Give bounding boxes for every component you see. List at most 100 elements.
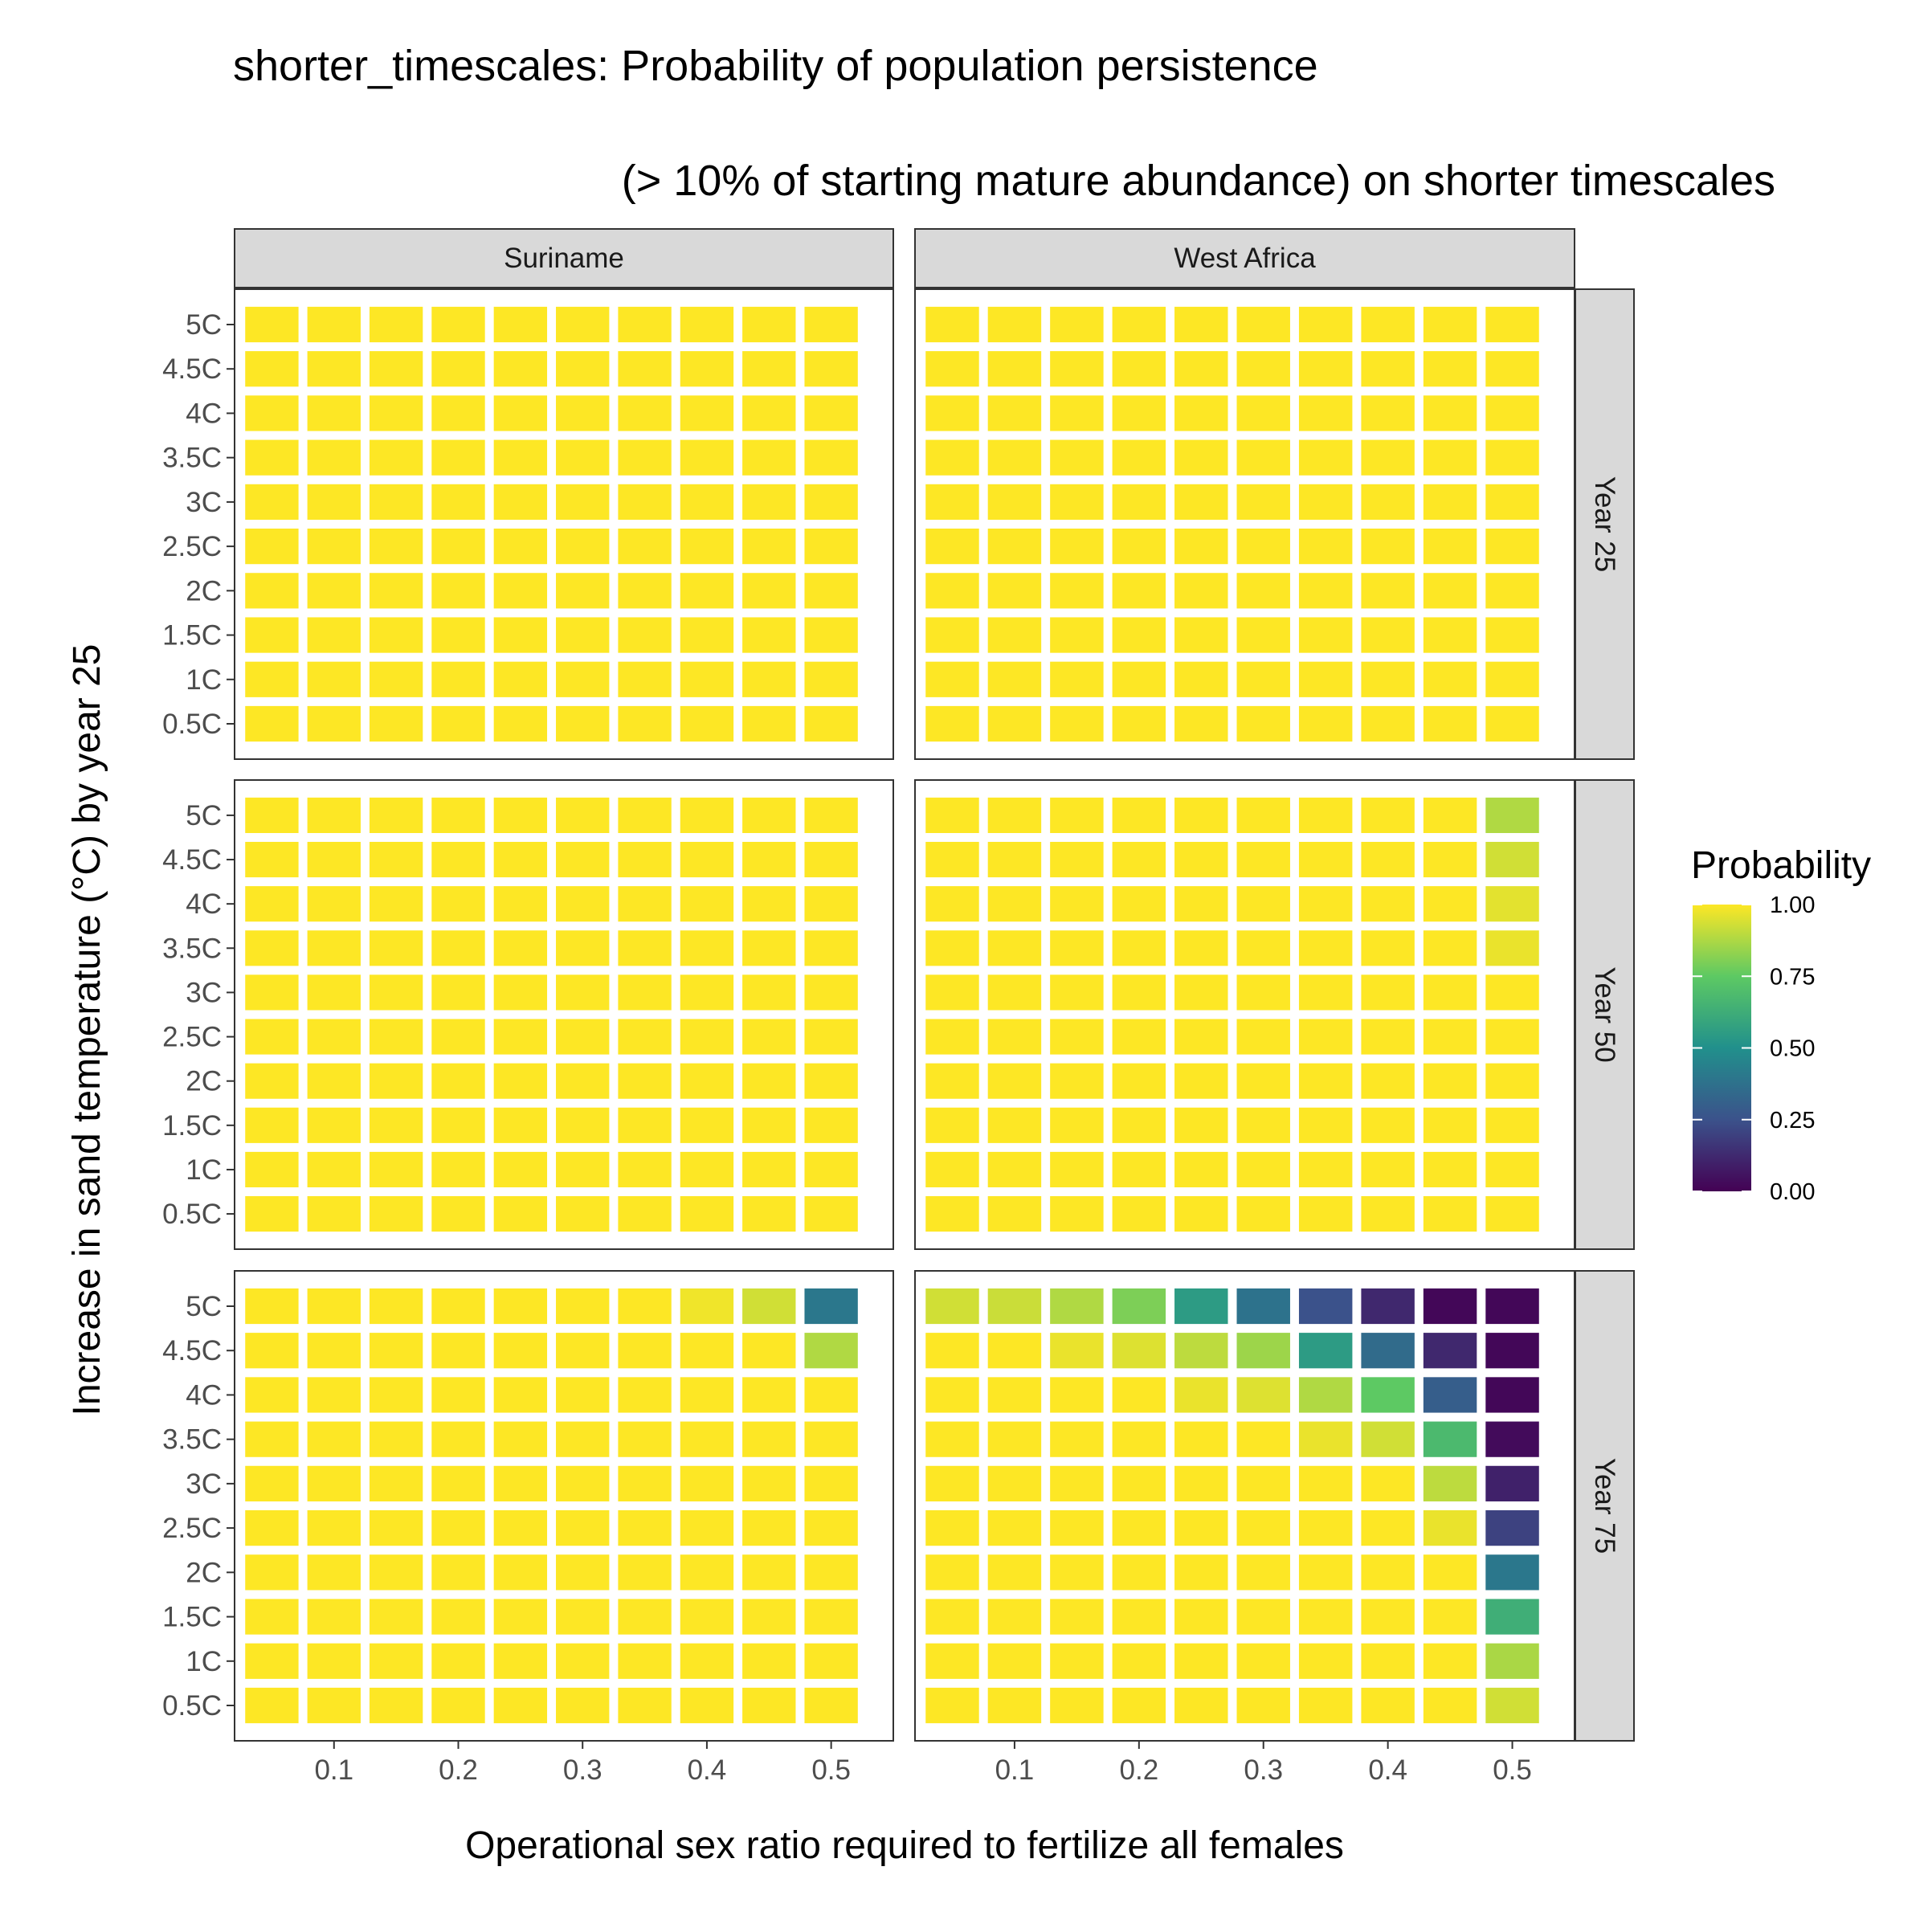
heatmap-cell: [1174, 1151, 1228, 1188]
heatmap-cell: [618, 841, 672, 878]
heatmap-cell: [1485, 395, 1539, 431]
heatmap-cell: [556, 1151, 610, 1188]
heatmap-cell: [742, 886, 796, 922]
heatmap-cell: [1485, 797, 1539, 833]
heatmap-cell: [1423, 306, 1477, 343]
heatmap-cell: [1050, 1510, 1104, 1546]
heatmap-cell: [556, 439, 610, 476]
heatmap-cell: [1112, 1377, 1166, 1413]
heatmap-cell: [925, 617, 979, 653]
facet-strip-label: Year 75: [1589, 1458, 1620, 1554]
heatmap-cell: [1236, 484, 1290, 520]
heatmap-cell: [804, 306, 858, 343]
heatmap-cell: [1112, 1554, 1166, 1591]
heatmap-cell: [925, 1421, 979, 1457]
heatmap-cell: [742, 930, 796, 966]
heatmap-cell: [431, 841, 485, 878]
heatmap-cell: [493, 351, 548, 387]
heatmap-cell: [925, 1063, 979, 1099]
heatmap-cell: [307, 930, 361, 966]
heatmap-cell: [556, 395, 610, 431]
heatmap-cell: [1112, 1196, 1166, 1232]
heatmap-cell: [1174, 974, 1228, 1011]
heatmap-cell: [1050, 705, 1104, 742]
heatmap-cell: [1174, 573, 1228, 609]
heatmap-cell: [369, 1510, 423, 1546]
heatmap-cell: [925, 886, 979, 922]
heatmap-cell: [1236, 974, 1290, 1011]
heatmap-cell: [1361, 529, 1415, 565]
heatmap-cell: [431, 1510, 485, 1546]
heatmap-cell: [618, 1510, 672, 1546]
heatmap-cell: [1112, 351, 1166, 387]
heatmap-cell: [1236, 661, 1290, 697]
heatmap-cell: [1298, 1151, 1353, 1188]
heatmap-cell: [1423, 395, 1477, 431]
heatmap-cell: [1423, 1377, 1477, 1413]
heatmap-cell: [1423, 484, 1477, 520]
heatmap-cell: [1174, 886, 1228, 922]
heatmap-cell: [1423, 1643, 1477, 1679]
heatmap-cell: [742, 1107, 796, 1143]
heatmap-cell: [1485, 617, 1539, 653]
heatmap-cell: [493, 1421, 548, 1457]
heatmap-cell: [925, 573, 979, 609]
heatmap-cell: [804, 661, 858, 697]
facet-strip-suriname: [234, 228, 894, 288]
heatmap-cell: [369, 841, 423, 878]
heatmap-cell: [1298, 1643, 1353, 1679]
heatmap-cell: [369, 661, 423, 697]
heatmap-cell: [1112, 1107, 1166, 1143]
y-tick-label: 2.5C: [162, 531, 222, 562]
heatmap-cell: [804, 1333, 858, 1369]
heatmap-cell: [245, 886, 299, 922]
heatmap-cell: [1298, 395, 1353, 431]
heatmap-cell: [1112, 439, 1166, 476]
heatmap-cell: [987, 1377, 1042, 1413]
heatmap-cell: [245, 439, 299, 476]
heatmap-cell: [307, 705, 361, 742]
heatmap-cell: [742, 974, 796, 1011]
heatmap-cell: [307, 1333, 361, 1369]
heatmap-cell: [1112, 930, 1166, 966]
heatmap-cell: [307, 1151, 361, 1188]
heatmap-cell: [1423, 1333, 1477, 1369]
panel-suriname-year-50: 0.5C 1C 1.5C 2C 2.5C 3C 3.5C 4C 4.5C 5C: [162, 779, 894, 1250]
heatmap-cell: [1236, 617, 1290, 653]
panel-suriname-year-25: 0.5C 1C 1.5C 2C 2.5C 3C 3.5C 4C 4.5C 5C: [162, 288, 894, 760]
x-tick-label: 0.1: [995, 1754, 1035, 1786]
heatmap-cell: [987, 886, 1042, 922]
heatmap-cell: [307, 1643, 361, 1679]
heatmap-cell: [431, 617, 485, 653]
heatmap-cell: [307, 1599, 361, 1635]
legend-tick-label: 0.75: [1770, 964, 1815, 990]
heatmap-cell: [1112, 1599, 1166, 1635]
heatmap-cell: [1236, 306, 1290, 343]
heatmap-cell: [493, 395, 548, 431]
heatmap-cell: [804, 351, 858, 387]
facet-strip-year-75: [1575, 1270, 1635, 1742]
facet-strip-label: Year 25: [1589, 476, 1620, 572]
heatmap-cell: [431, 573, 485, 609]
heatmap-cell: [1298, 1421, 1353, 1457]
heatmap-cell: [493, 1465, 548, 1501]
heatmap-cell: [369, 1421, 423, 1457]
heatmap-cell: [431, 1107, 485, 1143]
heatmap-cell: [245, 1643, 299, 1679]
heatmap-cell: [804, 1421, 858, 1457]
heatmap-cell: [307, 1288, 361, 1325]
heatmap-cell: [369, 1643, 423, 1679]
heatmap-cell: [307, 573, 361, 609]
heatmap-cell: [245, 930, 299, 966]
heatmap-cell: [307, 1019, 361, 1055]
heatmap-cell: [493, 1063, 548, 1099]
heatmap-cell: [1485, 705, 1539, 742]
heatmap-cell: [1050, 351, 1104, 387]
heatmap-cell: [1485, 306, 1539, 343]
heatmap-cell: [618, 484, 672, 520]
heatmap-cell: [680, 1288, 734, 1325]
heatmap-cell: [618, 351, 672, 387]
x-tick-label: 0.4: [1368, 1754, 1407, 1786]
heatmap-cell: [987, 1333, 1042, 1369]
